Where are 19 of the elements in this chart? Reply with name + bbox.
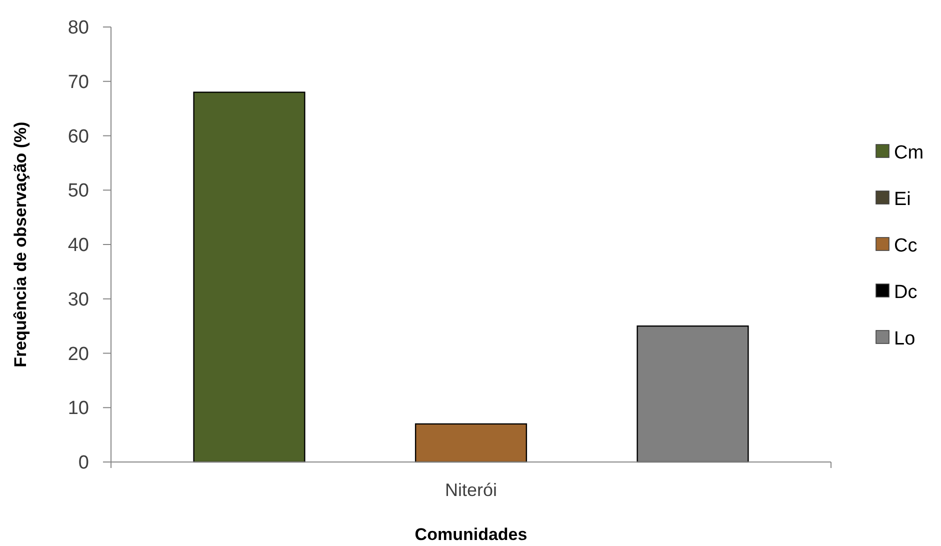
y-tick-label: 40 [68,235,89,256]
y-tick-label: 60 [68,126,89,148]
y-tick-label: 30 [68,289,89,310]
legend-label: Cm [894,142,924,164]
y-tick-label: 10 [68,398,89,420]
legend-label: Dc [894,282,918,303]
y-tick-label: 70 [68,72,89,93]
legend-label: Ei [894,189,911,210]
bar [193,92,306,463]
legend-label: Lo [894,328,916,350]
bar [414,423,528,463]
y-tick-label: 20 [68,344,89,365]
legend-label: Cc [894,236,918,256]
y-axis-title: Frequência de observação (%) [11,122,30,368]
y-tick-label: 50 [68,180,89,202]
x-axis-title: Comunidades [414,525,528,544]
y-tick-label: 80 [68,18,89,38]
y-tick-label: 0 [78,452,89,474]
x-tick-label: Niterói [444,480,498,500]
